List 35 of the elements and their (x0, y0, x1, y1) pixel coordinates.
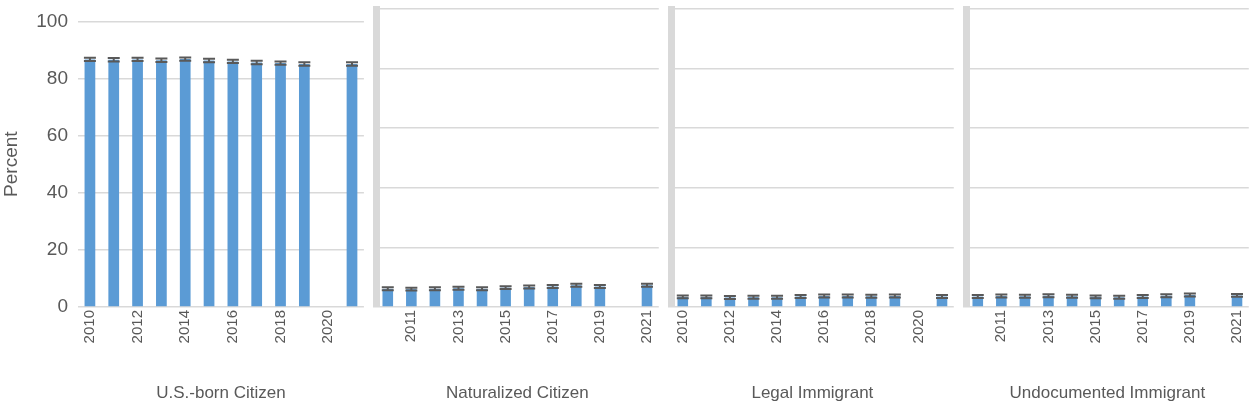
y-tick-label: 0 (57, 295, 68, 317)
x-tick-label: 2018 (861, 310, 879, 344)
x-tick-label: 2021 (1227, 310, 1245, 344)
x-axis-title: Undocumented Immigrant (1009, 383, 1206, 403)
x-tick-label: 2015 (1085, 310, 1103, 344)
y-axis-title: Percent (0, 130, 21, 197)
x-tick-label: 2010 (80, 310, 98, 344)
x-tick-label: 2019 (1180, 310, 1198, 344)
x-tick-label: 2017 (1132, 310, 1150, 344)
y-tick-label: 80 (46, 66, 68, 88)
x-tick-label: 2013 (448, 310, 466, 344)
x-axis-title: Legal Immigrant (751, 383, 874, 403)
x-tick-label: 2011 (991, 310, 1009, 343)
x-tick-label: 2012 (720, 310, 738, 344)
y-tick-label: 60 (46, 123, 68, 145)
x-tick-label: 2013 (1038, 310, 1056, 344)
x-tick-label: 2016 (223, 310, 241, 344)
x-axis-title: Naturalized Citizen (446, 383, 589, 403)
y-tick-label: 20 (46, 238, 68, 260)
x-axis-title: U.S.-born Citizen (156, 383, 286, 403)
x-tick-label: 2014 (175, 310, 193, 344)
x-tick-label: 2017 (542, 310, 560, 344)
y-tick-label: 100 (36, 9, 68, 31)
x-tick-label: 2021 (637, 310, 655, 344)
x-tick-label: 2015 (495, 310, 513, 344)
x-tick-label: 2016 (814, 310, 832, 344)
x-tick-label: 2012 (127, 310, 145, 344)
x-tick-label: 2011 (401, 310, 419, 343)
x-tick-label: 2019 (590, 310, 608, 344)
y-tick-label: 40 (46, 180, 68, 202)
x-tick-label: 2018 (270, 310, 288, 344)
x-tick-label: 2020 (318, 310, 336, 344)
x-tick-label: 2020 (908, 310, 926, 344)
x-tick-label: 2010 (672, 310, 690, 344)
x-tick-label: 2014 (767, 310, 785, 344)
